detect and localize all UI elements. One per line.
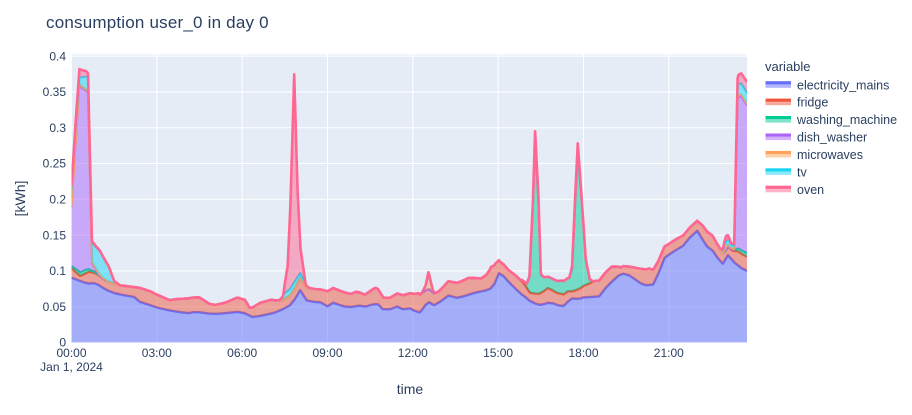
svg-text:oven: oven [797,183,824,197]
svg-text:Jan 1, 2024: Jan 1, 2024 [40,360,103,374]
svg-text:0.1: 0.1 [49,264,66,278]
svg-text:0: 0 [59,336,66,350]
svg-text:03:00: 03:00 [142,346,172,360]
svg-text:microwaves: microwaves [797,148,863,162]
svg-text:06:00: 06:00 [227,346,257,360]
svg-text:[kWh]: [kWh] [12,181,28,217]
svg-text:time: time [397,381,424,397]
svg-text:fridge: fridge [797,96,828,110]
svg-text:0.35: 0.35 [43,85,67,99]
svg-text:0.3: 0.3 [49,121,66,135]
svg-text:00:00: 00:00 [56,346,86,360]
svg-text:09:00: 09:00 [312,346,342,360]
svg-text:15:00: 15:00 [483,346,513,360]
svg-text:tv: tv [797,165,807,179]
svg-text:0.2: 0.2 [49,193,66,207]
svg-text:0.4: 0.4 [49,49,66,63]
svg-text:21:00: 21:00 [654,346,684,360]
svg-text:electricity_mains: electricity_mains [797,78,889,92]
svg-text:12:00: 12:00 [398,346,428,360]
svg-text:0.05: 0.05 [43,300,67,314]
svg-text:18:00: 18:00 [568,346,598,360]
svg-text:variable: variable [765,59,811,74]
svg-text:0.25: 0.25 [43,157,67,171]
svg-text:washing_machine: washing_machine [796,113,897,127]
svg-text:consumption user_0 in day 0: consumption user_0 in day 0 [46,13,269,32]
svg-text:dish_washer: dish_washer [797,131,867,145]
svg-text:0.15: 0.15 [43,228,67,242]
